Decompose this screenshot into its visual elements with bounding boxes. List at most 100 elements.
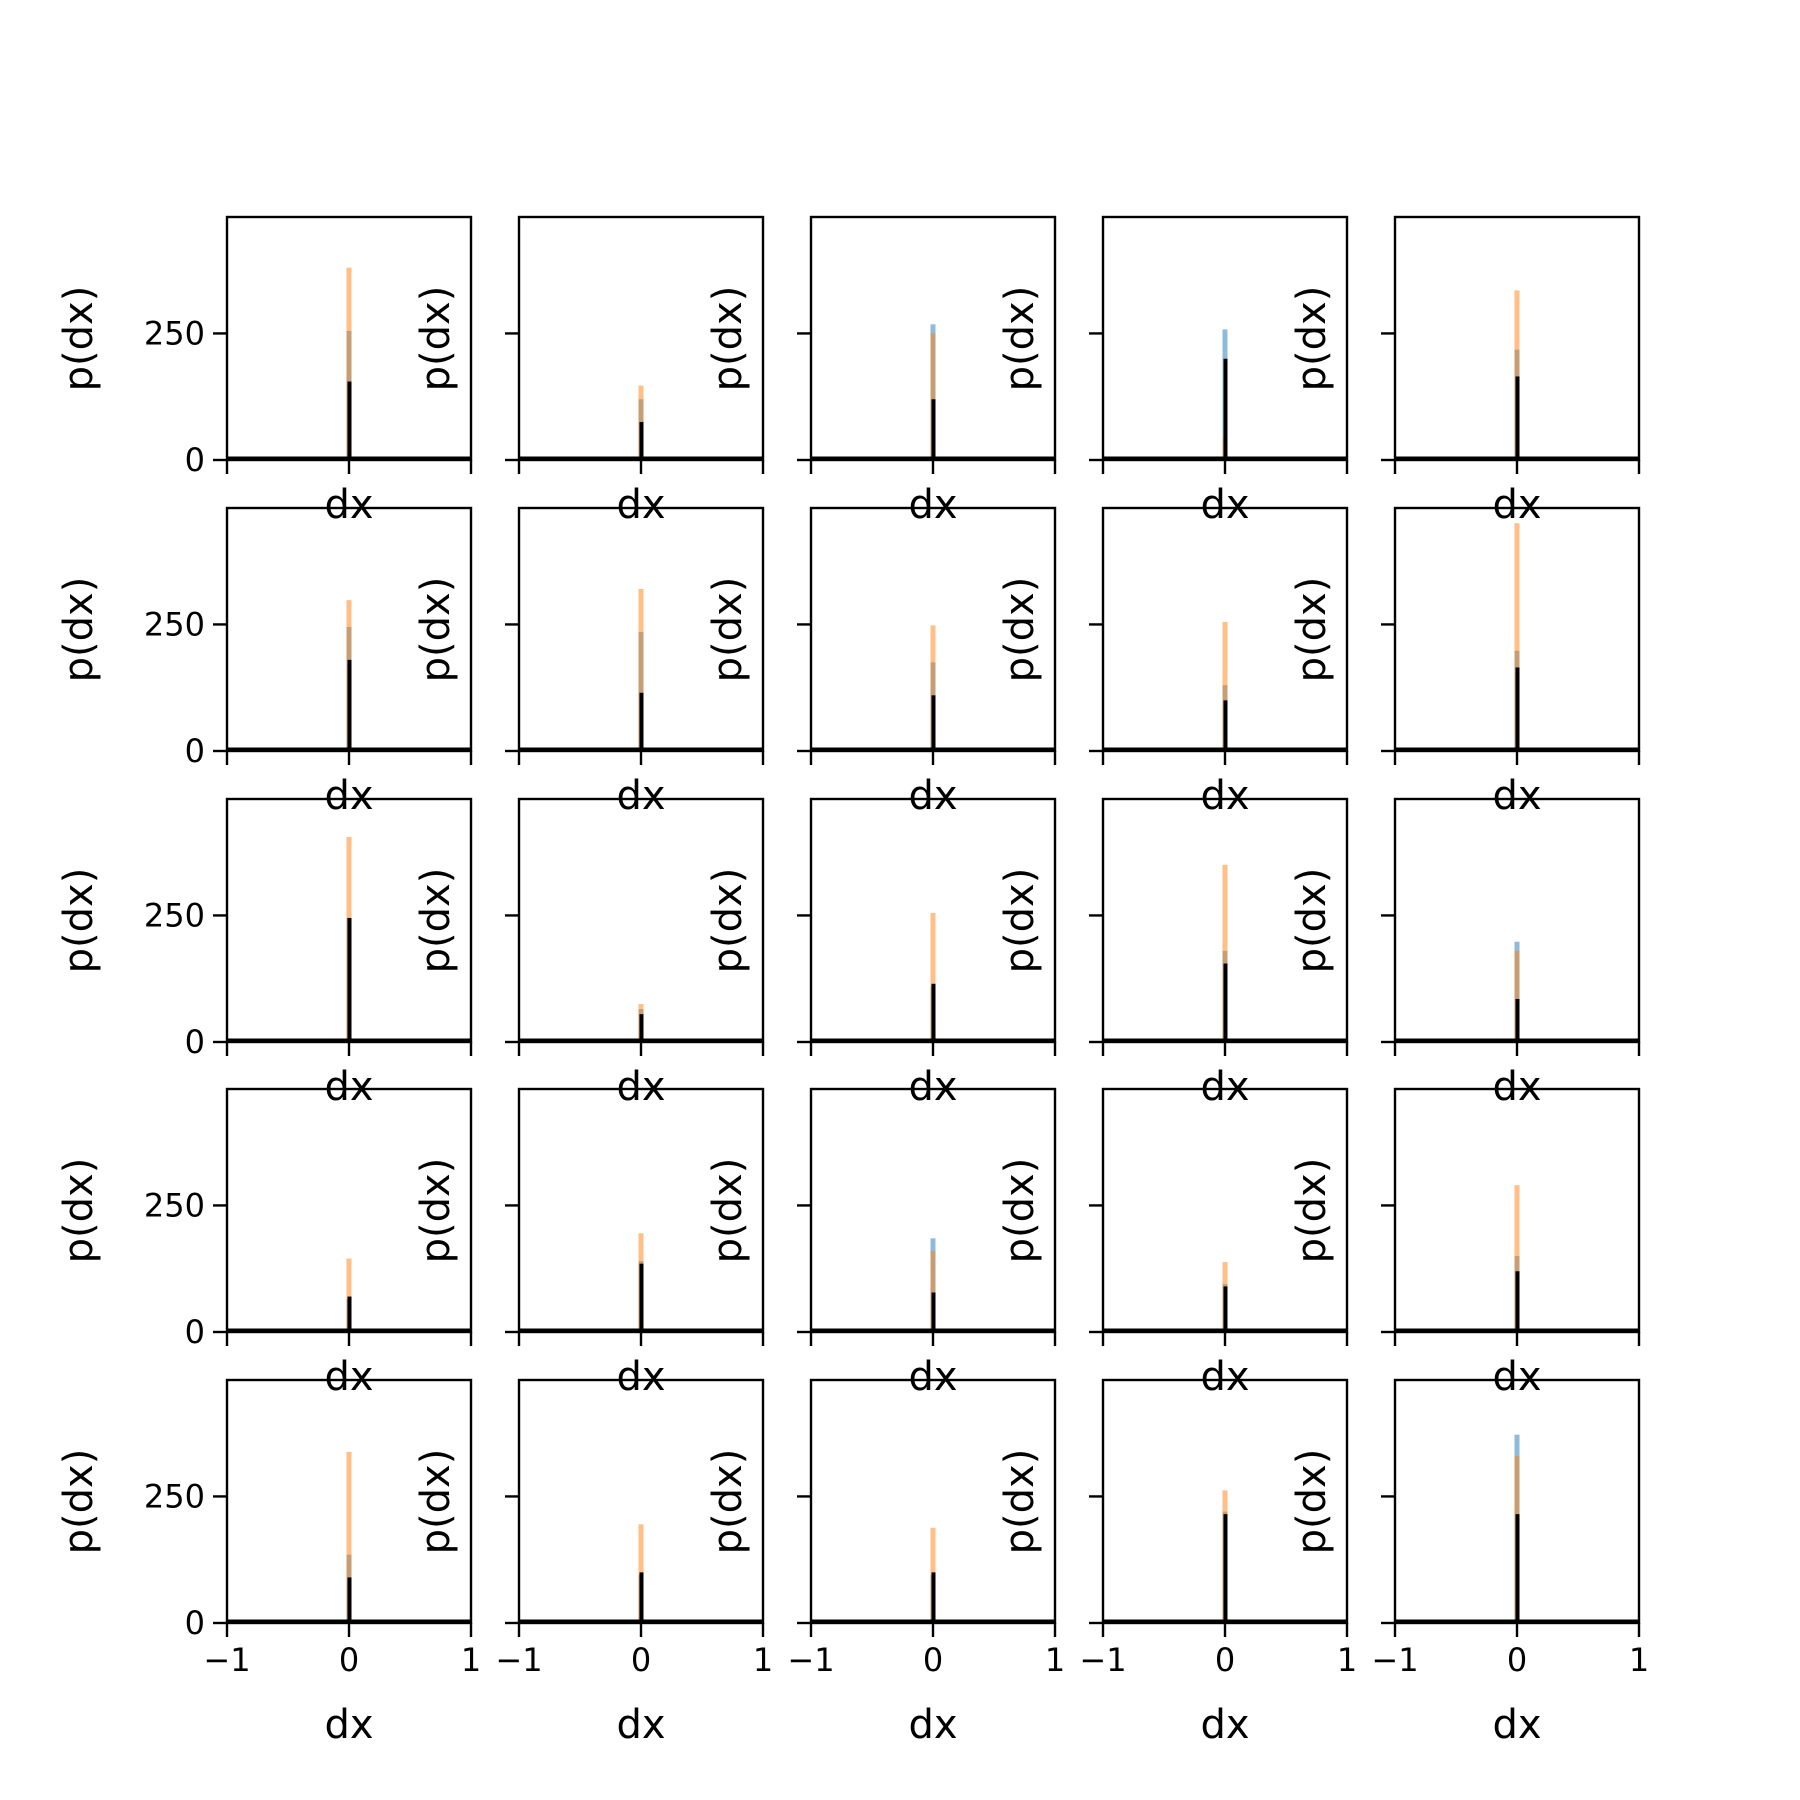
bar-orange [1514, 523, 1520, 751]
bar-black [347, 917, 352, 1042]
bar-black [1223, 358, 1228, 460]
x-axis-label: dx [324, 482, 373, 528]
bar-orange [930, 1251, 936, 1332]
bar-black [639, 692, 644, 751]
x-axis-label: dx [1200, 1064, 1249, 1110]
x-tick-label: 0 [339, 1641, 359, 1679]
bar-black [347, 659, 352, 751]
y-axis-label: p(dx) [56, 868, 102, 974]
subplot-r5-c2: −1 0 1 dx p(dx) [413, 1378, 773, 1748]
bar-orange [1222, 864, 1228, 1042]
x-axis-label: dx [324, 1702, 373, 1748]
subplot-r3-c4: dx p(dx) [997, 797, 1349, 1110]
y-axis-label: p(dx) [413, 577, 459, 683]
x-axis-label: dx [324, 1354, 373, 1400]
y-axis-label: p(dx) [997, 868, 1043, 974]
bar-black [347, 1296, 352, 1332]
bar-orange [346, 1258, 352, 1332]
x-axis-label: dx [616, 482, 665, 528]
subplot-r3-c3: dx p(dx) [705, 797, 1057, 1110]
x-tick-label: −1 [495, 1641, 542, 1679]
bar-black [931, 1292, 936, 1332]
y-axis-label: p(dx) [56, 577, 102, 683]
y-axis-label: p(dx) [705, 868, 751, 974]
x-tick-label: 1 [1045, 1641, 1065, 1679]
y-axis-label: p(dx) [56, 1158, 102, 1264]
y-axis-label: p(dx) [705, 286, 751, 392]
subplot-r4-c5: dx p(dx) [1289, 1087, 1641, 1400]
y-tick-label: 250 [144, 1477, 205, 1515]
bar-black [931, 399, 936, 460]
bar-orange [1514, 1185, 1520, 1332]
bar-black [639, 422, 644, 460]
x-tick-label: 0 [923, 1641, 943, 1679]
y-axis-label: p(dx) [413, 868, 459, 974]
bar-orange [346, 267, 352, 460]
x-axis-label: dx [1492, 1354, 1541, 1400]
subplot-r2-c4: dx p(dx) [997, 506, 1349, 819]
x-axis-label: dx [908, 1702, 957, 1748]
x-axis-label: dx [616, 1354, 665, 1400]
subplot-r4-c1: 0 250 dx p(dx) [56, 1087, 473, 1400]
bar-orange [638, 589, 644, 751]
y-tick-label: 250 [144, 314, 205, 352]
y-axis-label: p(dx) [56, 1449, 102, 1555]
bar-black [1223, 963, 1228, 1042]
bar-orange [346, 1451, 352, 1623]
bar-black [639, 1263, 644, 1332]
y-axis-label: p(dx) [413, 1158, 459, 1264]
x-tick-label: 1 [1629, 1641, 1649, 1679]
y-axis-label: p(dx) [1289, 286, 1335, 392]
x-axis-label: dx [1200, 1702, 1249, 1748]
x-axis-label: dx [1200, 1354, 1249, 1400]
subplot-r5-c5: −1 0 1 dx p(dx) [1289, 1378, 1649, 1748]
x-tick-label: 0 [1215, 1641, 1235, 1679]
y-axis-label: p(dx) [1289, 1158, 1335, 1264]
subplot-r1-c4: dx p(dx) [997, 215, 1349, 528]
subplot-r5-c3: −1 0 1 dx p(dx) [705, 1378, 1065, 1748]
subplot-r2-c1: 0 250 dx p(dx) [56, 506, 473, 819]
x-tick-label: 1 [1337, 1641, 1357, 1679]
x-tick-label: −1 [1371, 1641, 1418, 1679]
x-axis-label: dx [324, 1064, 373, 1110]
y-axis-label: p(dx) [705, 1449, 751, 1555]
x-axis-label: dx [908, 773, 957, 819]
bar-black [347, 381, 352, 460]
bar-orange [930, 333, 936, 460]
y-axis-label: p(dx) [705, 1158, 751, 1264]
y-tick-label: 0 [185, 1313, 205, 1351]
subplot-r1-c3: dx p(dx) [705, 215, 1057, 528]
y-tick-label: 250 [144, 896, 205, 934]
y-tick-label: 250 [144, 1186, 205, 1224]
bar-black [931, 983, 936, 1042]
y-axis-label: p(dx) [56, 286, 102, 392]
x-axis-label: dx [1492, 773, 1541, 819]
bar-black [1515, 1514, 1520, 1623]
bar-black [1515, 1271, 1520, 1332]
x-tick-label: −1 [203, 1641, 250, 1679]
x-axis-label: dx [616, 773, 665, 819]
y-axis-label: p(dx) [1289, 1449, 1335, 1555]
bar-black [931, 1572, 936, 1623]
x-axis-label: dx [1492, 1064, 1541, 1110]
x-axis-label: dx [908, 1064, 957, 1110]
bar-orange [930, 912, 936, 1042]
y-axis-label: p(dx) [997, 577, 1043, 683]
bar-black [1223, 1286, 1228, 1332]
y-axis-label: p(dx) [1289, 868, 1335, 974]
bar-black [1515, 376, 1520, 460]
subplot-r2-c3: dx p(dx) [705, 506, 1057, 819]
x-tick-label: 0 [1507, 1641, 1527, 1679]
bar-black [931, 695, 936, 751]
x-axis-label: dx [1492, 1702, 1541, 1748]
subplot-r3-c2: dx p(dx) [413, 797, 765, 1110]
bar-black [347, 1577, 352, 1623]
bar-orange [1514, 950, 1520, 1042]
y-tick-label: 0 [185, 732, 205, 770]
y-axis-label: p(dx) [997, 1449, 1043, 1555]
subplot-r3-c1: 0 250 dx p(dx) [56, 797, 473, 1110]
subplot-r4-c3: dx p(dx) [705, 1087, 1057, 1400]
subplot-r2-c5: dx p(dx) [1289, 506, 1641, 819]
subplot-r3-c5: dx p(dx) [1289, 797, 1641, 1110]
